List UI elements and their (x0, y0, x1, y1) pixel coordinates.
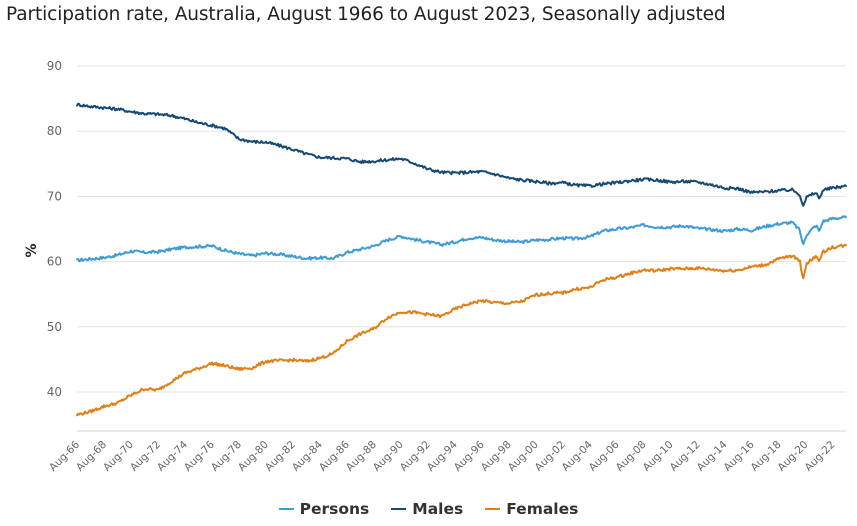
legend-swatch-females (485, 508, 501, 510)
chart-title: Participation rate, Australia, August 19… (6, 4, 726, 25)
y-tick-label: 90 (47, 59, 62, 73)
series-line-males[interactable] (76, 102, 847, 207)
x-tick-label: Aug-22 (803, 439, 838, 474)
gridlines (77, 65, 846, 393)
y-tick-label: 80 (47, 124, 62, 138)
legend-label-persons: Persons (299, 500, 370, 518)
legend-swatch-males (391, 508, 407, 510)
legend-swatch-persons (278, 508, 294, 510)
legend: Persons Males Females (0, 500, 857, 518)
series-line-persons[interactable] (76, 215, 847, 263)
series-line-females[interactable] (76, 243, 847, 417)
series-lines (76, 102, 847, 417)
y-tick-label: 60 (47, 255, 62, 269)
legend-item-males[interactable]: Males (391, 500, 463, 518)
y-tick-label: 50 (47, 320, 62, 334)
legend-label-males: Males (412, 500, 464, 518)
legend-item-females[interactable]: Females (485, 500, 578, 518)
y-axis-ticks: 40 50 60 70 80 90 (47, 59, 62, 399)
legend-item-persons[interactable]: Persons (278, 500, 370, 518)
x-axis-ticks: Aug-66Aug-68Aug-70Aug-72Aug-74Aug-76Aug-… (47, 438, 838, 473)
y-axis-label: % (24, 243, 40, 257)
legend-label-females: Females (506, 500, 579, 518)
y-tick-label: 70 (47, 189, 62, 203)
y-tick-label: 40 (47, 385, 62, 399)
